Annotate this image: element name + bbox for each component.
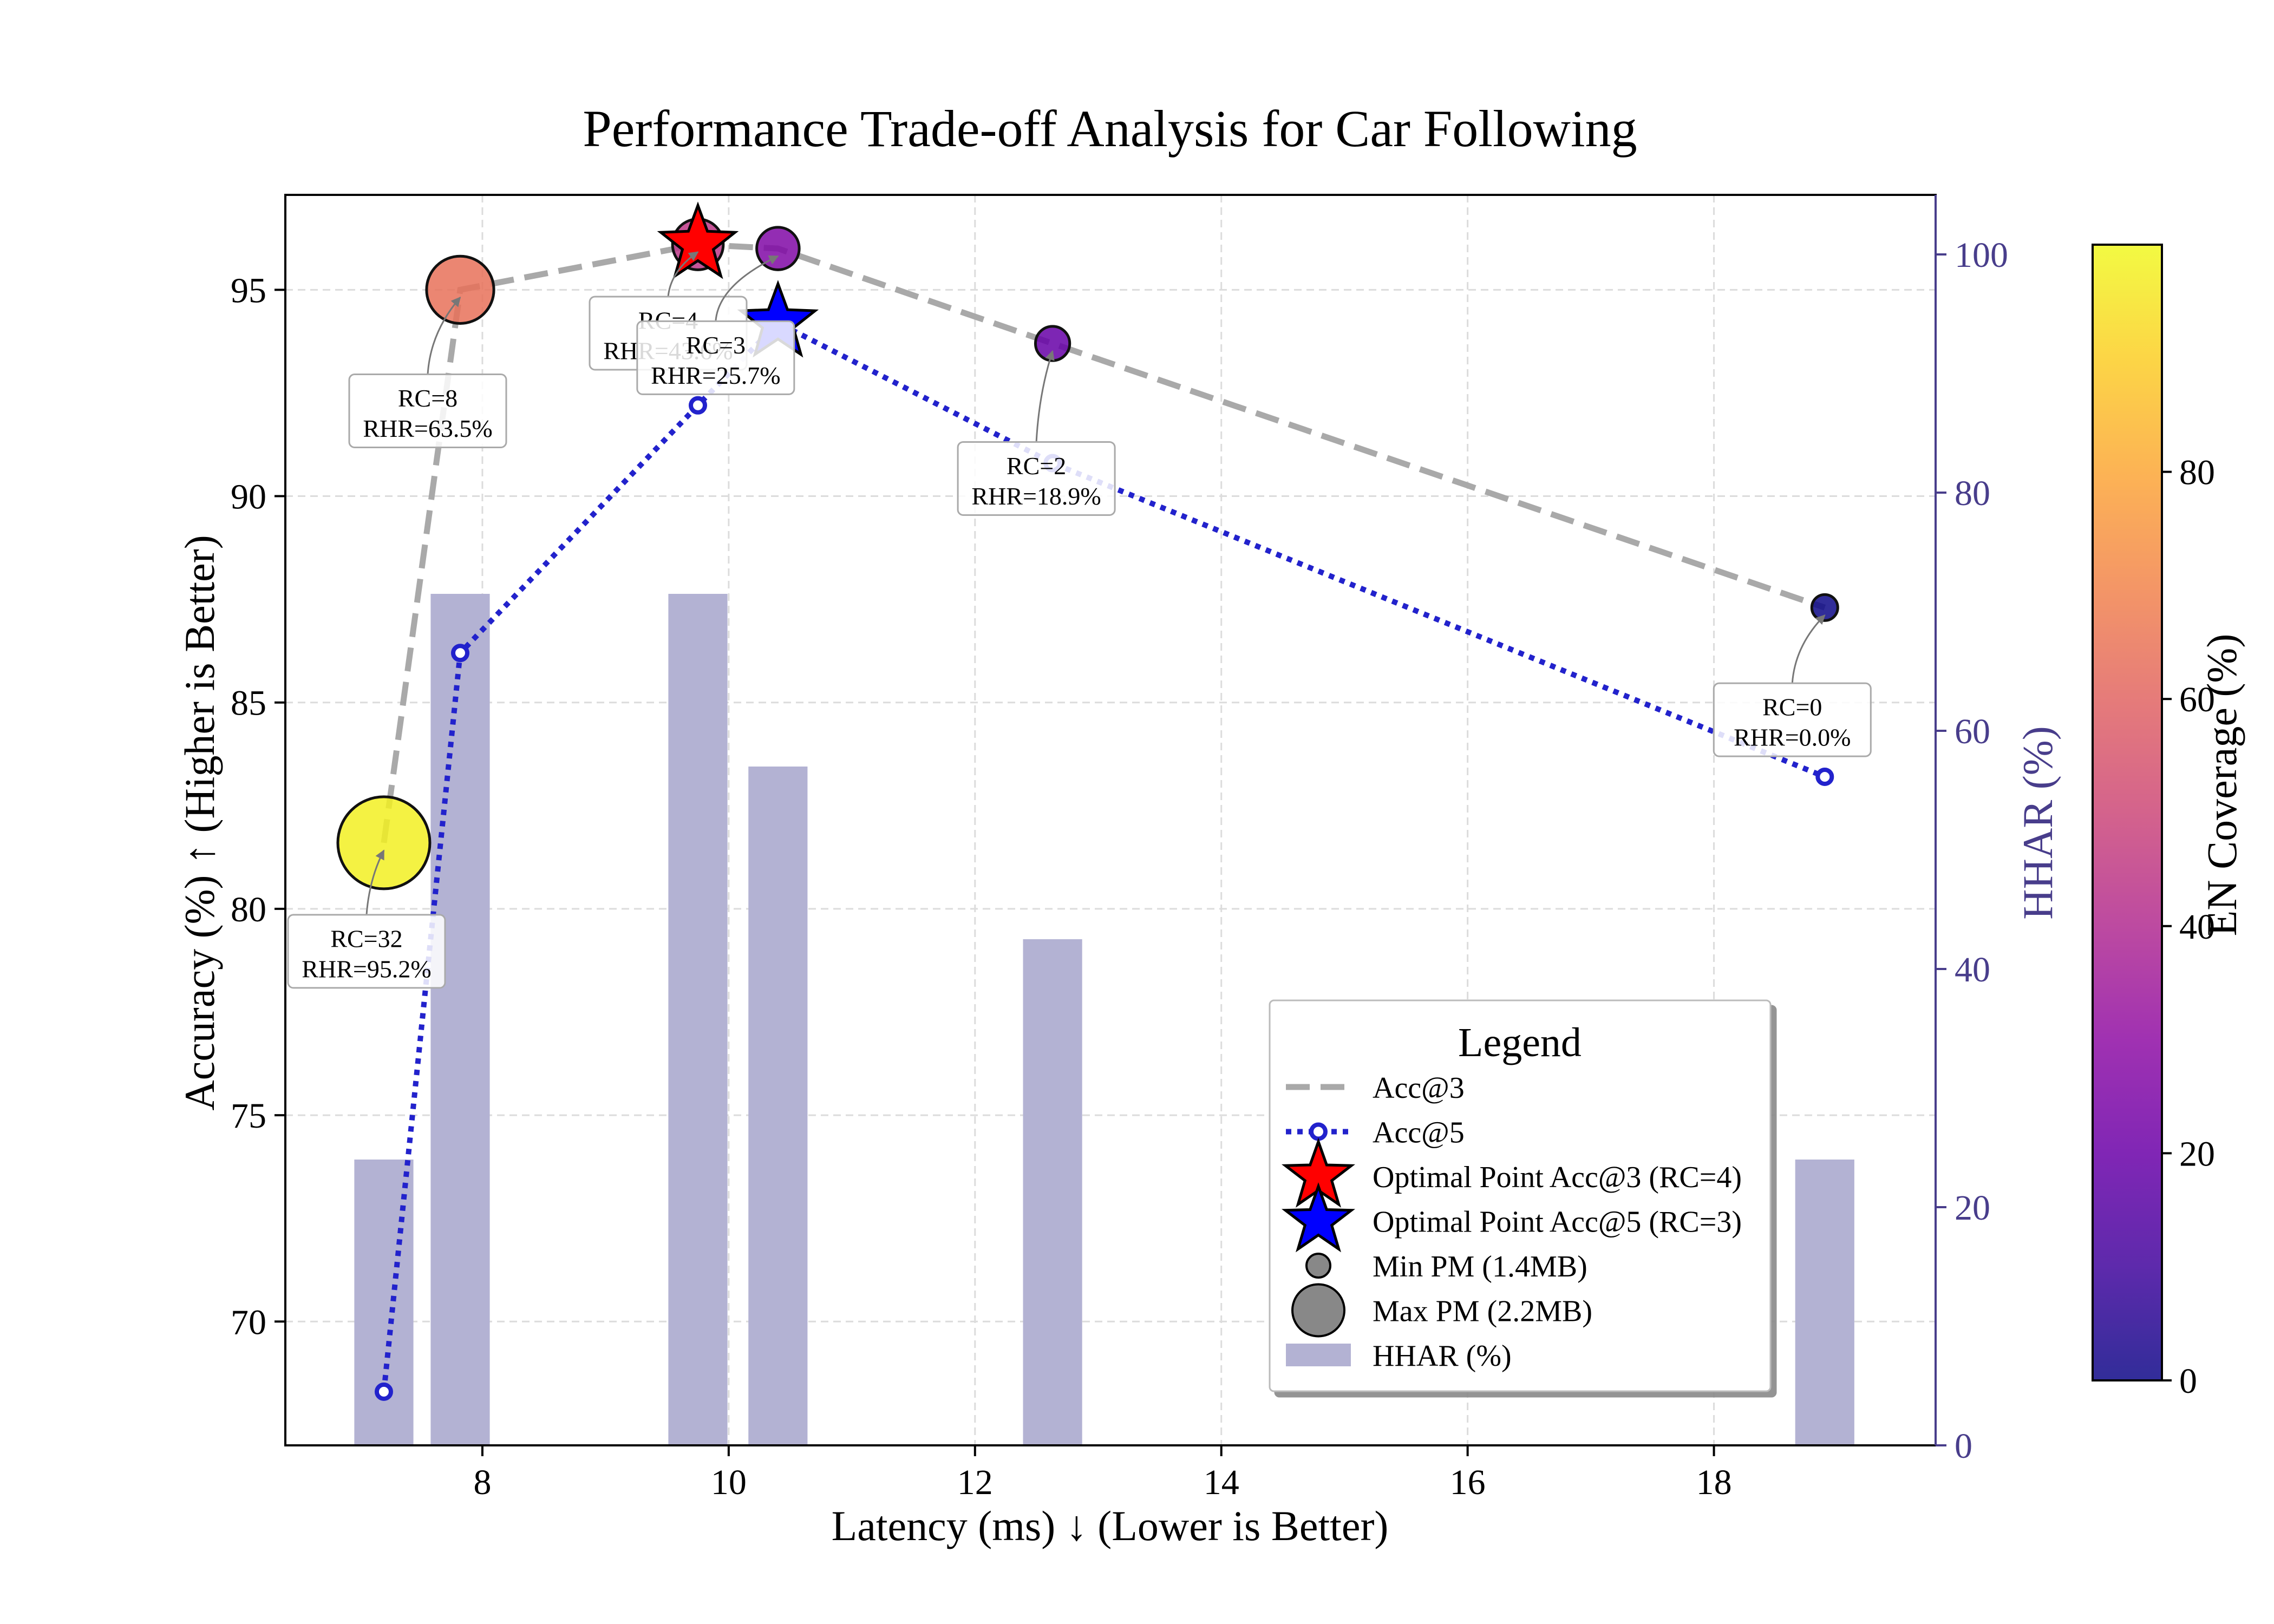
y-tick-label: 95 [231, 271, 266, 310]
legend-item: Min PM (1.4MB) [1305, 1250, 1587, 1284]
colorbar-tick-label: 60 [2179, 680, 2215, 719]
colorbar-tick-label: 20 [2179, 1134, 2215, 1174]
legend-optimal-acc5-star [1281, 1182, 1356, 1253]
y-tick-label: 85 [231, 684, 266, 723]
y2-tick-label: 20 [1955, 1188, 1990, 1228]
colorbar-label: EN Coverage (%) [2198, 634, 2245, 937]
hhar-bar [668, 594, 728, 1445]
hhar-bar [1023, 939, 1082, 1445]
x-tick-label: 8 [473, 1463, 491, 1502]
colorbar-tick-label: 80 [2179, 453, 2215, 493]
annotation-box [957, 441, 1116, 516]
point-annotations: RC=32RHR=95.2%RC=8RHR=63.5%RC=4RHR=43.6%… [287, 251, 1872, 989]
annotation-rhr-text: RHR=63.5% [363, 415, 492, 442]
hhar-bar [430, 594, 490, 1445]
legend-label: Acc@3 [1373, 1071, 1465, 1105]
legend-item: Max PM (2.2MB) [1291, 1283, 1592, 1338]
acc3-bubble [1810, 593, 1839, 622]
y-axis-label: Accuracy (%) ↑ (Higher is Better) [176, 535, 223, 1110]
y2-tick-label: 100 [1955, 235, 2008, 275]
acc5-marker [450, 644, 469, 663]
colorbar-tick-label: 0 [2179, 1361, 2197, 1401]
y-tick-label: 80 [231, 890, 266, 929]
acc3-bubble [425, 254, 495, 325]
annotation-rc-text: RC=32 [330, 925, 402, 952]
legend-label: HHAR (%) [1373, 1339, 1512, 1373]
annotation-rc0: RC=0 RHR=0.0% [1713, 614, 1872, 757]
acc3-bubble [336, 795, 432, 890]
legend-item: Acc@5 [1286, 1116, 1465, 1150]
legend-label: Optimal Point Acc@3 (RC=4) [1373, 1161, 1742, 1194]
annotation-arrow [365, 849, 385, 915]
legend-label: Optimal Point Acc@5 (RC=3) [1373, 1206, 1742, 1239]
x-tick-label: 16 [1450, 1463, 1486, 1502]
annotation-arrow [1791, 614, 1826, 684]
legend-item: Optimal Point Acc@3 (RC=4) [1281, 1137, 1742, 1208]
acc5-line [381, 319, 1826, 1392]
annotation-rhr-text: RHR=18.9% [971, 482, 1101, 510]
colorbar-gradient [2092, 244, 2163, 1381]
annotation-rhr-text: RHR=95.2% [302, 955, 431, 983]
annotation-rc-text: RC=2 [1007, 452, 1066, 480]
legend-label: Max PM (2.2MB) [1373, 1295, 1592, 1328]
right-axis-label: HHAR (%) [2014, 726, 2061, 919]
legend-item: HHAR (%) [1286, 1339, 1512, 1373]
x-tick-label: 10 [711, 1463, 747, 1502]
annotation-box [287, 914, 446, 989]
annotation-rc-text: RC=0 [1762, 693, 1822, 721]
legend-label: Acc@5 [1373, 1116, 1465, 1150]
y-tick-label: 90 [231, 477, 266, 517]
axes: 8 10 12 14 16 18 70 75 80 85 90 95 0 20 40 60 80 100 [231, 194, 2008, 1502]
y2-tick-label: 0 [1955, 1426, 1972, 1466]
legend-min-pm-circle [1305, 1253, 1331, 1279]
acc5-marker [1815, 767, 1834, 786]
annotation-box [348, 373, 507, 448]
x-tick-label: 12 [957, 1463, 993, 1502]
acc3-bubble [1034, 325, 1071, 362]
annotation-box [1713, 682, 1872, 757]
annotation-rhr-text: RHR=25.7% [651, 362, 780, 389]
x-axis-label: Latency (ms) ↓ (Lower is Better) [832, 1502, 1389, 1549]
colorbar: 0 20 40 60 80 [2092, 244, 2215, 1401]
annotation-rc32: RC=32 RHR=95.2% [287, 849, 446, 989]
y2-tick-label: 60 [1955, 712, 1990, 751]
legend-item: Optimal Point Acc@5 (RC=3) [1281, 1182, 1742, 1253]
x-tick-label: 14 [1204, 1463, 1239, 1502]
x-tick-label: 18 [1696, 1463, 1732, 1502]
y-tick-label: 70 [231, 1302, 266, 1342]
annotation-arrow [1035, 350, 1055, 442]
legend: Legend Acc@3 Acc@5 Optimal Point Acc@3 (RC=… [1269, 999, 1772, 1392]
annotation-rc-text: RC=8 [398, 384, 458, 412]
y2-tick-label: 40 [1955, 950, 1990, 990]
colorbar-tick-label: 40 [2179, 907, 2215, 947]
annotation-rc3: RC=3 RHR=25.7% [636, 255, 795, 395]
legend-max-pm-circle [1291, 1283, 1345, 1338]
legend-label: Min PM (1.4MB) [1373, 1250, 1587, 1284]
annotation-arrow [427, 296, 461, 375]
chart-title: Performance Trade-off Analysis for Car F… [583, 100, 1637, 158]
acc5-marker [374, 1382, 393, 1401]
y-tick-label: 75 [231, 1096, 266, 1136]
annotation-box [636, 320, 795, 395]
y2-tick-label: 80 [1955, 474, 1990, 513]
annotation-rhr-text: RHR=0.0% [1734, 724, 1851, 751]
annotation-arrow [715, 255, 779, 322]
grid [285, 195, 1936, 1445]
acc3-bubble [755, 226, 801, 271]
legend-acc5-marker [1309, 1122, 1328, 1141]
annotation-rc8: RC=8 RHR=63.5% [348, 296, 507, 448]
hhar-bars [354, 594, 1854, 1445]
acc5-marker [689, 396, 707, 415]
legend-item: Acc@3 [1286, 1071, 1465, 1105]
legend-hhar-swatch [1286, 1344, 1351, 1366]
annotation-arrow [667, 251, 699, 297]
legend-box [1269, 999, 1772, 1392]
hhar-bar [748, 767, 808, 1445]
legend-title: Legend [1458, 1020, 1582, 1065]
hhar-bar [354, 1160, 414, 1445]
hhar-bar [1795, 1160, 1854, 1445]
annotation-rc-text: RC=3 [686, 331, 746, 359]
